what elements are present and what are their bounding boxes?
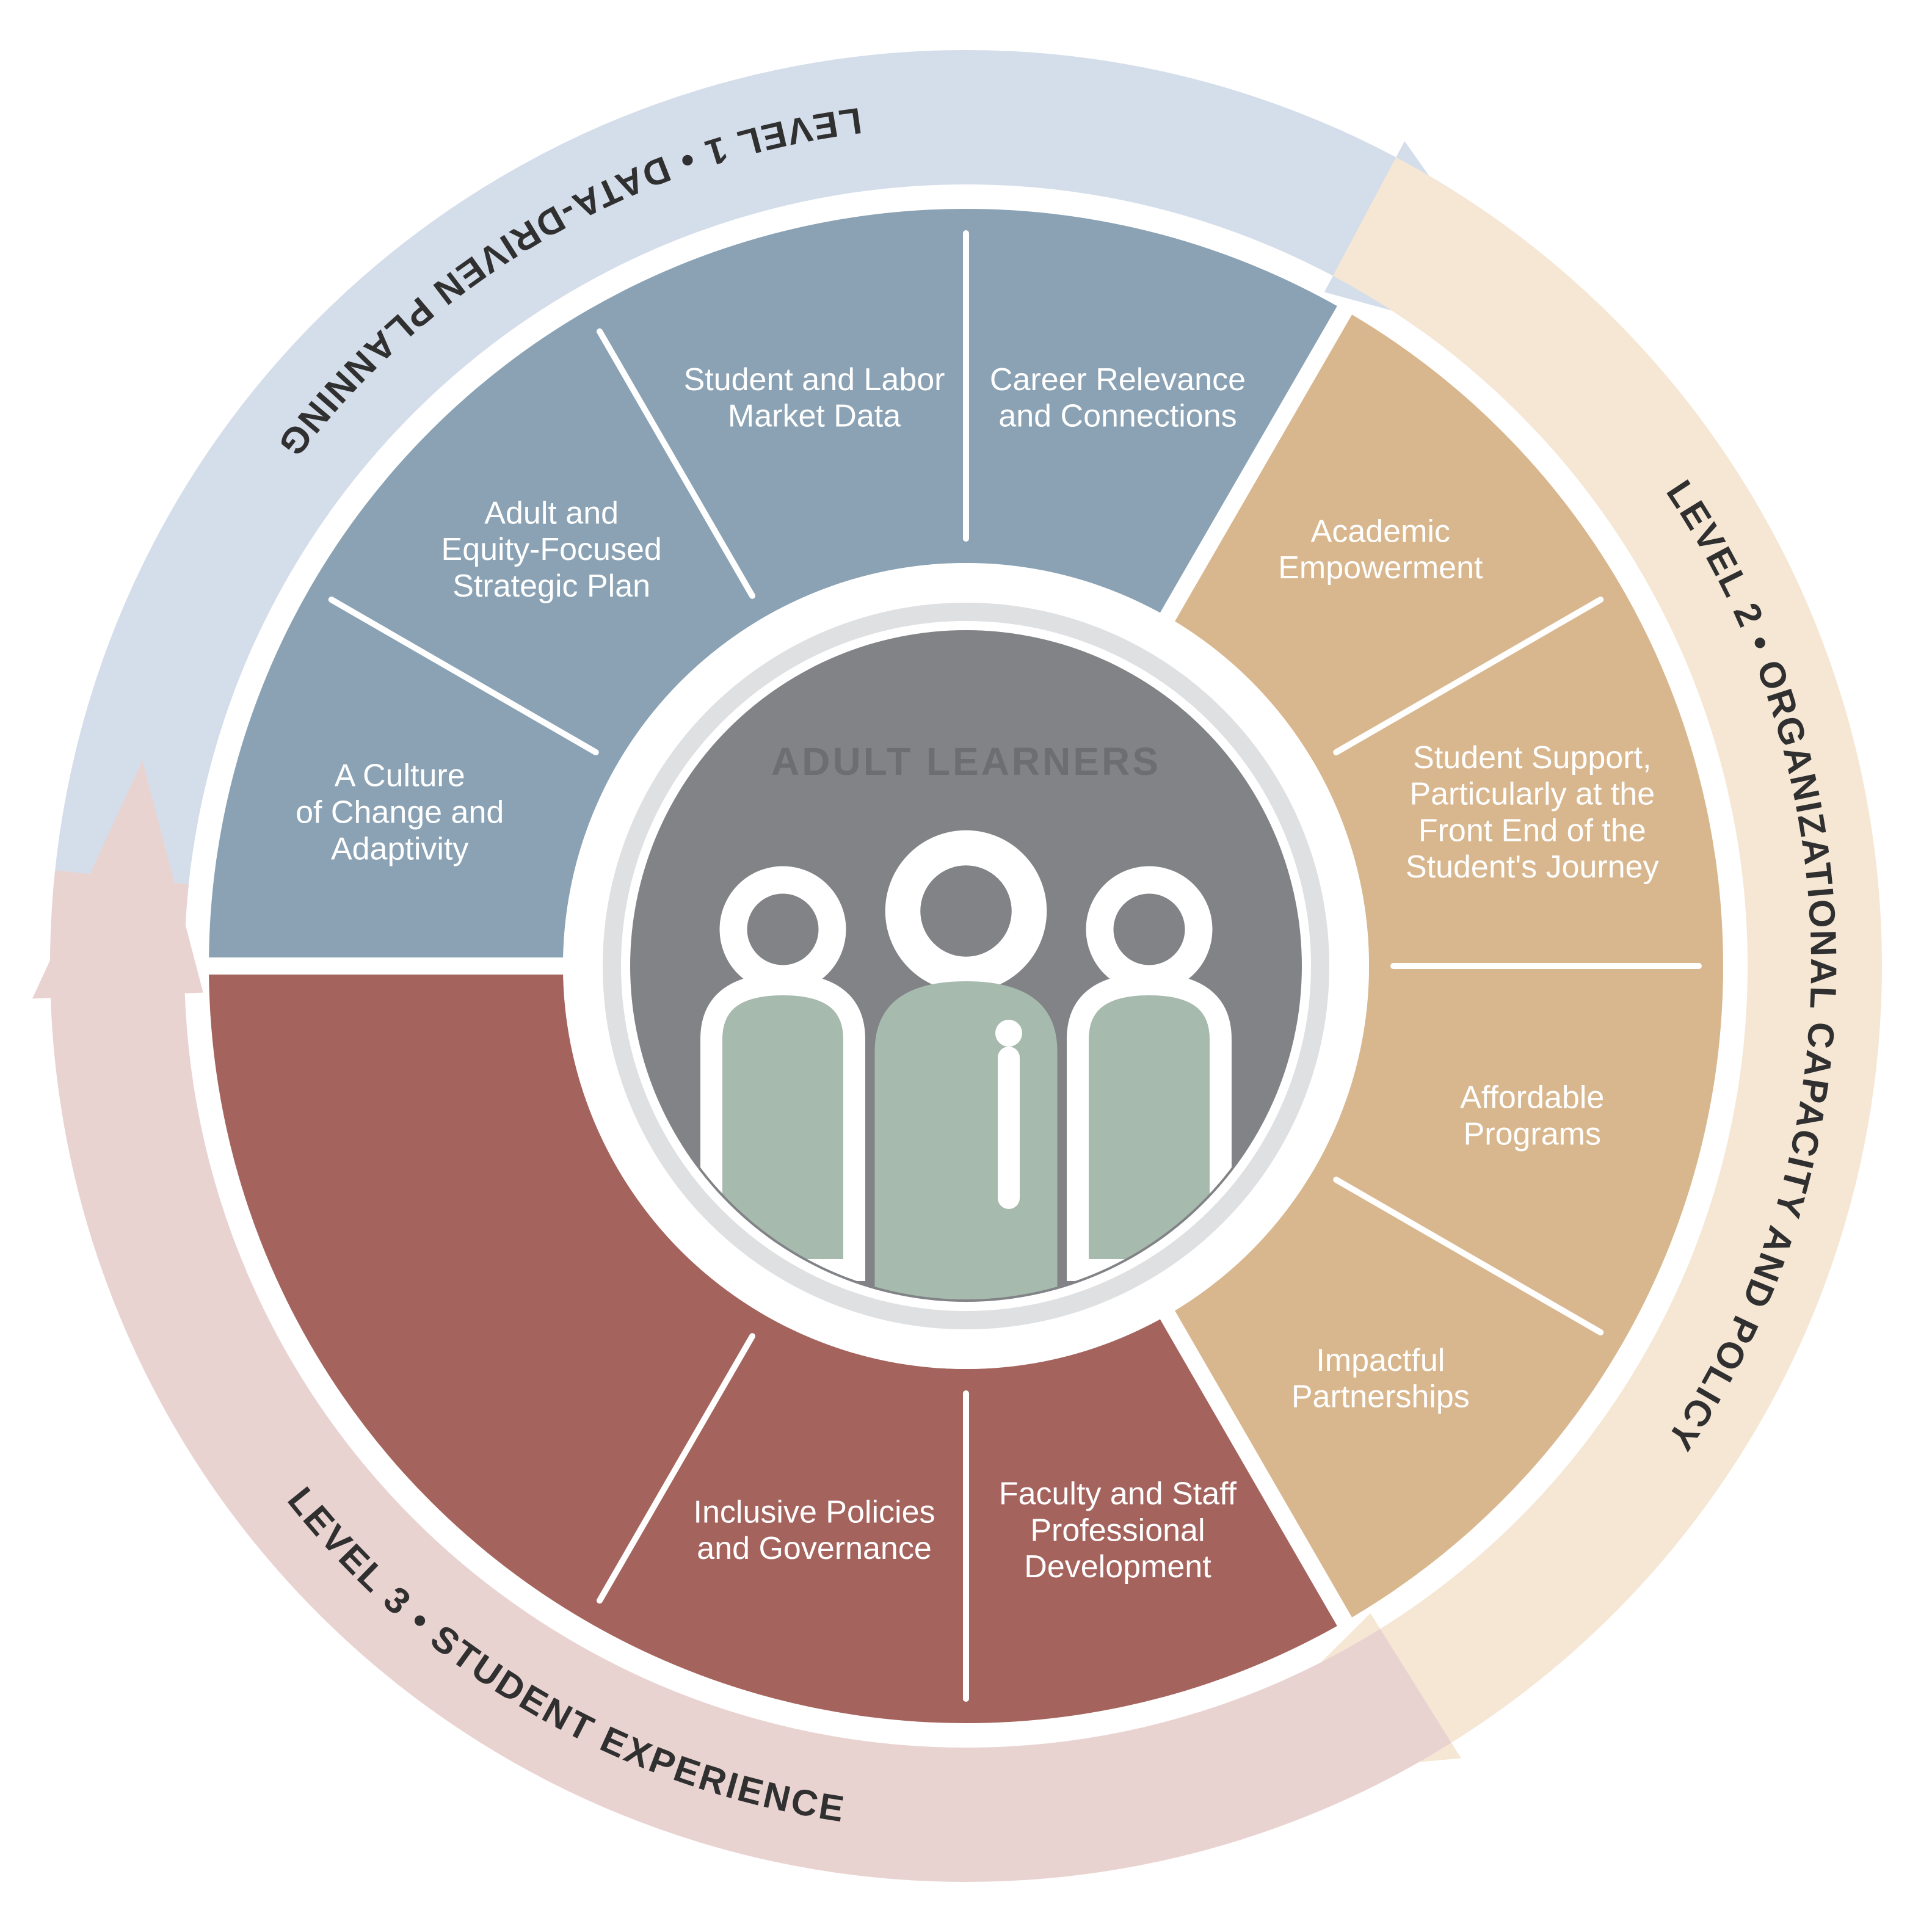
wedge-label: AffordablePrograms [1460, 1080, 1604, 1152]
wedge-label: Inclusive Policiesand Governance [694, 1494, 935, 1566]
framework-diagram: LEVEL 1 • DATA-DRIVEN PLANNINGLEVEL 2 • … [0, 0, 1932, 1932]
center-title: ADULT LEARNERS [771, 739, 1161, 783]
wedge-label: Career Relevanceand Connections [990, 362, 1246, 434]
wedge-label: Student Support,Particularly at theFront… [1406, 740, 1659, 885]
wedge-label: Faculty and StaffProfessionalDevelopment [999, 1476, 1237, 1585]
wedge-label: ImpactfulPartnerships [1291, 1343, 1470, 1415]
